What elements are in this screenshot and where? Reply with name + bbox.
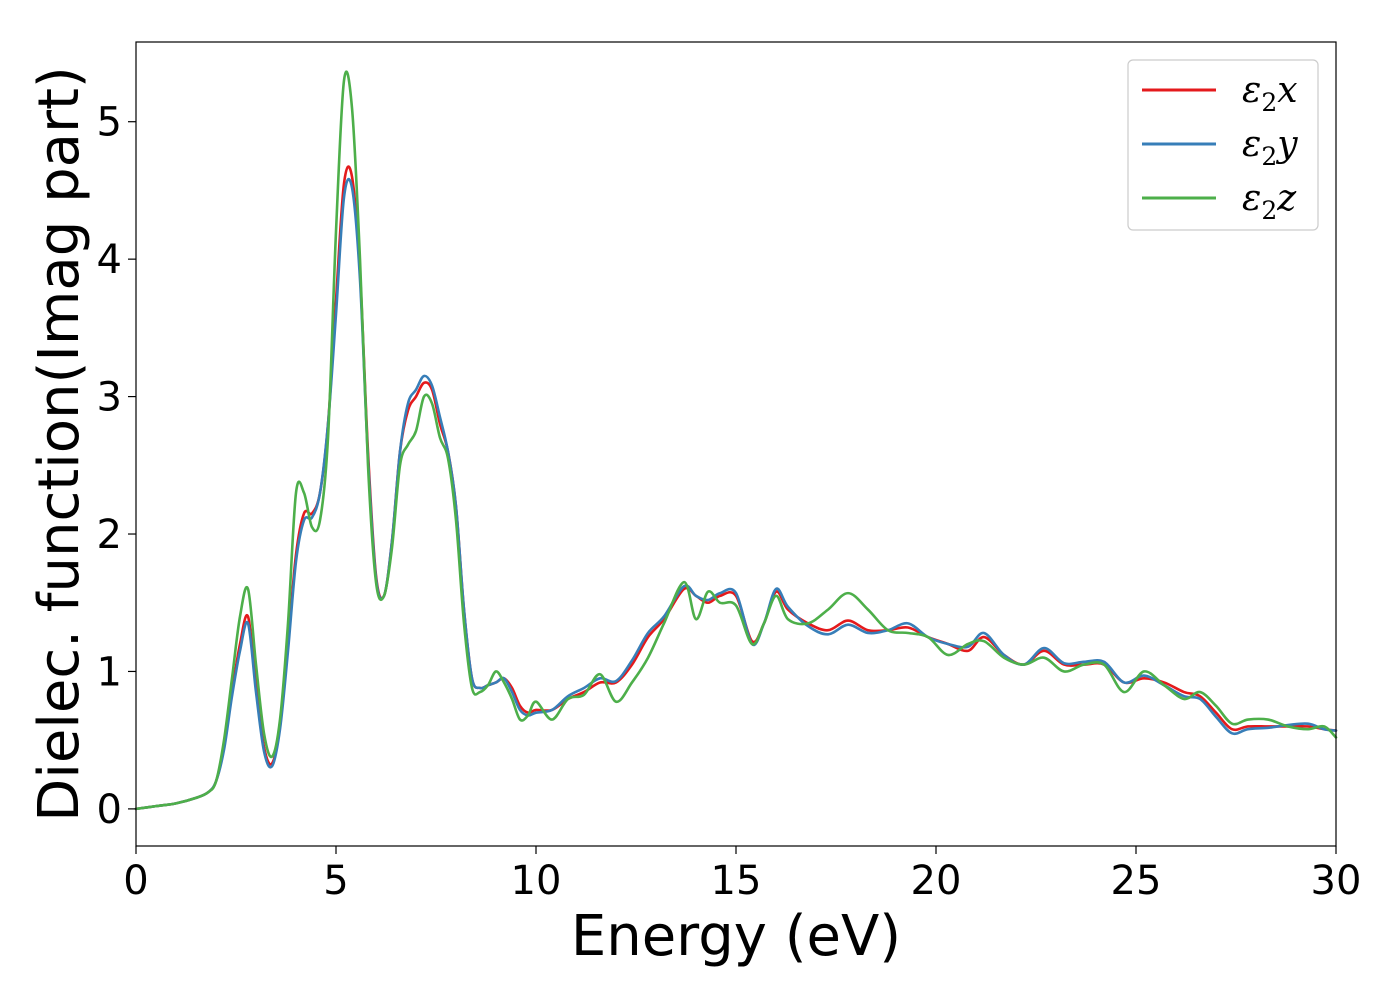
- x-tick-label: 20: [911, 858, 962, 904]
- x-tick-label: 0: [123, 858, 148, 904]
- series-line-y: [134, 177, 1338, 811]
- y-tick-label: 3: [97, 375, 122, 421]
- legend: ε2x ε2y ε2z: [1127, 59, 1319, 231]
- y-axis-label: Dielec. function(Imag part): [27, 66, 92, 822]
- legend-box: [1127, 59, 1319, 231]
- x-tick-label: 10: [511, 858, 562, 904]
- y-axis-ticks: 0 1 2 3 4 5: [97, 100, 136, 833]
- x-tick-label: 30: [1311, 858, 1362, 904]
- x-tick-label: 5: [323, 858, 348, 904]
- series-layer: [134, 70, 1338, 811]
- x-tick-label: 15: [711, 858, 762, 904]
- y-tick-label: 2: [97, 512, 122, 558]
- legend-label-x: ε2x: [1242, 70, 1298, 117]
- y-tick-label: 5: [97, 100, 122, 146]
- y-tick-label: 0: [97, 787, 122, 833]
- series-line-z: [134, 70, 1338, 811]
- x-axis-label: Energy (eV): [571, 904, 901, 969]
- legend-label-y: ε2y: [1242, 124, 1298, 171]
- y-tick-label: 4: [97, 237, 122, 283]
- x-axis-ticks: 0 5 10 15 20 25 30: [123, 846, 1361, 904]
- series-line-x: [134, 165, 1338, 811]
- legend-label-z: ε2z: [1242, 178, 1297, 225]
- y-tick-label: 1: [97, 649, 122, 695]
- x-tick-label: 25: [1111, 858, 1162, 904]
